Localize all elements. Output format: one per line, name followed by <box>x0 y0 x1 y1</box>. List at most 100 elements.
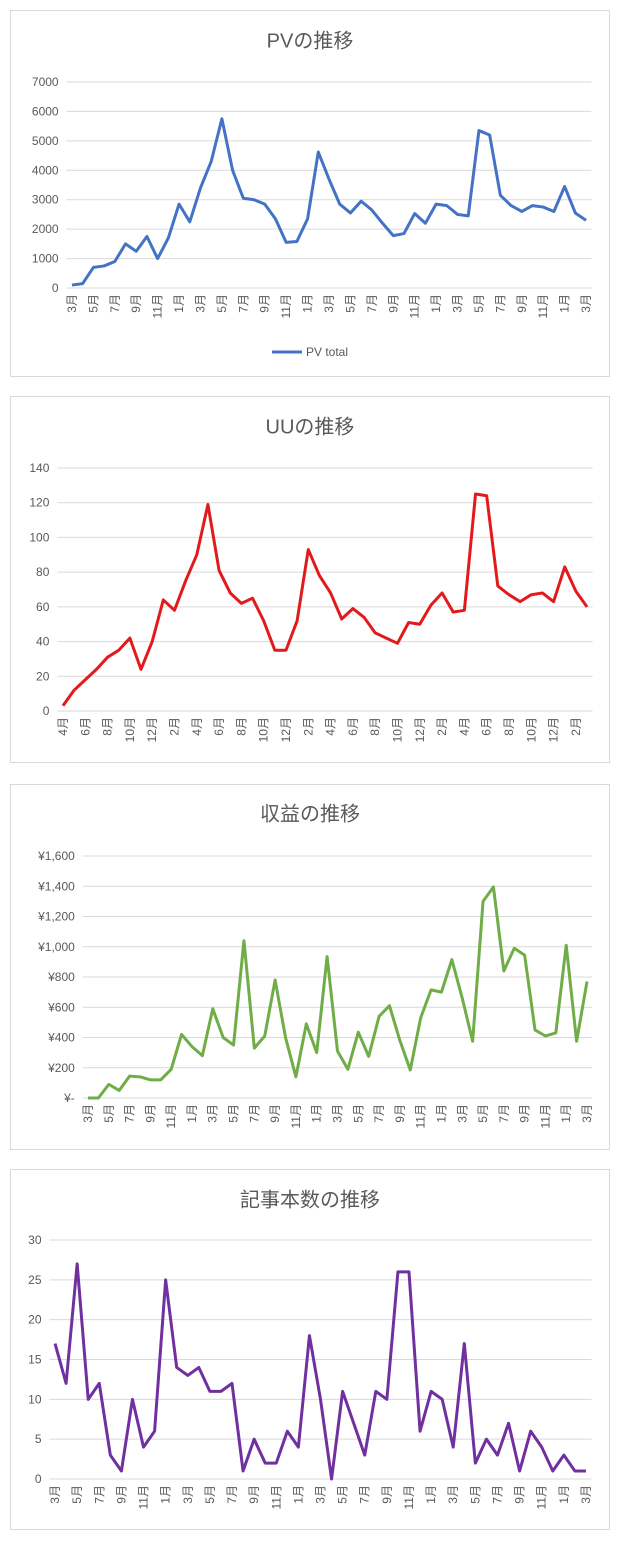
x-tick-label: 12月 <box>279 717 293 742</box>
y-tick-label: 25 <box>28 1273 42 1287</box>
x-tick-label: 5月 <box>476 1104 490 1123</box>
x-tick-label: 1月 <box>559 1104 573 1123</box>
x-tick-label: 5月 <box>343 294 357 313</box>
x-tick-label: 3月 <box>206 1104 220 1123</box>
chart-panel <box>10 396 610 763</box>
x-tick-label: 10月 <box>390 717 404 742</box>
y-tick-label: ¥1,000 <box>37 940 75 954</box>
x-tick-label: 8月 <box>234 717 248 736</box>
y-tick-label: ¥- <box>63 1091 75 1105</box>
x-tick-label: 2月 <box>435 717 449 736</box>
chart-panel <box>10 784 610 1150</box>
x-tick-label: 3月 <box>446 1485 460 1504</box>
x-tick-label: 11月 <box>279 294 293 318</box>
x-tick-label: 5月 <box>336 1485 350 1504</box>
x-tick-label: 9月 <box>268 1104 282 1123</box>
x-tick-label: 4月 <box>324 717 338 736</box>
legend-label: PV total <box>306 345 348 359</box>
x-tick-label: 3月 <box>314 1485 328 1504</box>
y-tick-label: 120 <box>29 496 49 510</box>
x-tick-label: 9月 <box>258 294 272 313</box>
data-line <box>87 885 589 1100</box>
x-tick-label: 11月 <box>151 294 165 318</box>
x-tick-label: 7月 <box>123 1104 137 1123</box>
x-tick-label: 12月 <box>145 717 159 742</box>
x-tick-label: 2月 <box>301 717 315 736</box>
x-tick-label: 1月 <box>558 294 572 313</box>
x-tick-label: 7月 <box>236 294 250 313</box>
chart-title: PVの推移 <box>267 29 354 52</box>
x-tick-label: 5月 <box>468 1485 482 1504</box>
x-tick-label: 3月 <box>451 294 465 313</box>
x-tick-label: 6月 <box>212 717 226 736</box>
x-tick-label: 3月 <box>579 294 593 313</box>
chart-panel <box>10 10 610 377</box>
x-tick-label: 1月 <box>429 294 443 313</box>
x-tick-label: 5月 <box>215 294 229 313</box>
y-tick-label: 0 <box>52 281 59 295</box>
x-tick-label: 12月 <box>413 717 427 742</box>
x-tick-label: 10月 <box>524 717 538 742</box>
chart-panel <box>10 1169 610 1530</box>
y-tick-label: ¥200 <box>47 1061 75 1075</box>
x-tick-label: 4月 <box>56 717 70 736</box>
data-line <box>71 117 587 287</box>
chart-title: 記事本数の推移 <box>240 1188 380 1211</box>
x-tick-label: 1月 <box>159 1485 173 1504</box>
x-tick-label: 1月 <box>291 1485 305 1504</box>
x-tick-label: 3月 <box>48 1485 62 1504</box>
x-tick-label: 11月 <box>535 1485 549 1509</box>
x-tick-label: 11月 <box>269 1485 283 1509</box>
x-tick-label: 7月 <box>358 1485 372 1504</box>
y-tick-label: 20 <box>36 669 50 683</box>
y-tick-label: 7000 <box>32 75 59 89</box>
y-tick-label: ¥1,200 <box>37 910 75 924</box>
y-tick-label: 1000 <box>32 252 59 266</box>
x-tick-label: 1月 <box>424 1485 438 1504</box>
x-tick-label: 12月 <box>547 717 561 742</box>
x-tick-label: 4月 <box>457 717 471 736</box>
x-tick-label: 11月 <box>402 1485 416 1509</box>
y-tick-label: 20 <box>28 1313 42 1327</box>
x-tick-label: 3月 <box>331 1104 345 1123</box>
y-tick-label: ¥400 <box>47 1031 75 1045</box>
x-tick-label: 9月 <box>129 294 143 313</box>
x-tick-label: 7月 <box>365 294 379 313</box>
y-tick-label: 140 <box>29 461 49 475</box>
x-tick-label: 11月 <box>414 1104 428 1128</box>
x-tick-label: 3月 <box>181 1485 195 1504</box>
x-tick-label: 9月 <box>513 1485 527 1504</box>
x-tick-label: 6月 <box>480 717 494 736</box>
y-tick-label: 80 <box>36 565 50 579</box>
x-tick-label: 1月 <box>310 1104 324 1123</box>
data-line <box>53 1262 586 1481</box>
x-tick-label: 7月 <box>108 294 122 313</box>
x-tick-label: 10月 <box>123 717 137 742</box>
x-tick-label: 7月 <box>493 294 507 313</box>
x-tick-label: 11月 <box>289 1104 303 1128</box>
x-tick-label: 3月 <box>579 1485 593 1504</box>
x-tick-label: 5月 <box>472 294 486 313</box>
x-tick-label: 5月 <box>203 1485 217 1504</box>
y-tick-label: 5000 <box>32 134 59 148</box>
y-tick-label: 100 <box>29 530 49 544</box>
y-tick-label: ¥600 <box>47 1000 75 1014</box>
x-tick-label: 1月 <box>185 1104 199 1123</box>
x-tick-label: 1月 <box>434 1104 448 1123</box>
y-tick-label: 5 <box>35 1432 42 1446</box>
x-tick-label: 4月 <box>190 717 204 736</box>
chart-title: 収益の推移 <box>260 802 360 825</box>
x-tick-label: 7月 <box>497 1104 511 1123</box>
y-tick-label: 15 <box>28 1353 42 1367</box>
x-tick-label: 9月 <box>143 1104 157 1123</box>
y-tick-label: 10 <box>28 1392 42 1406</box>
x-tick-label: 5月 <box>70 1485 84 1504</box>
x-tick-label: 9月 <box>380 1485 394 1504</box>
y-tick-label: 0 <box>35 1472 42 1486</box>
x-tick-label: 9月 <box>393 1104 407 1123</box>
chart-title: UUの推移 <box>266 415 355 438</box>
y-tick-label: 6000 <box>32 104 59 118</box>
x-tick-label: 1月 <box>172 294 186 313</box>
x-tick-label: 5月 <box>351 1104 365 1123</box>
y-tick-label: 30 <box>28 1233 42 1247</box>
